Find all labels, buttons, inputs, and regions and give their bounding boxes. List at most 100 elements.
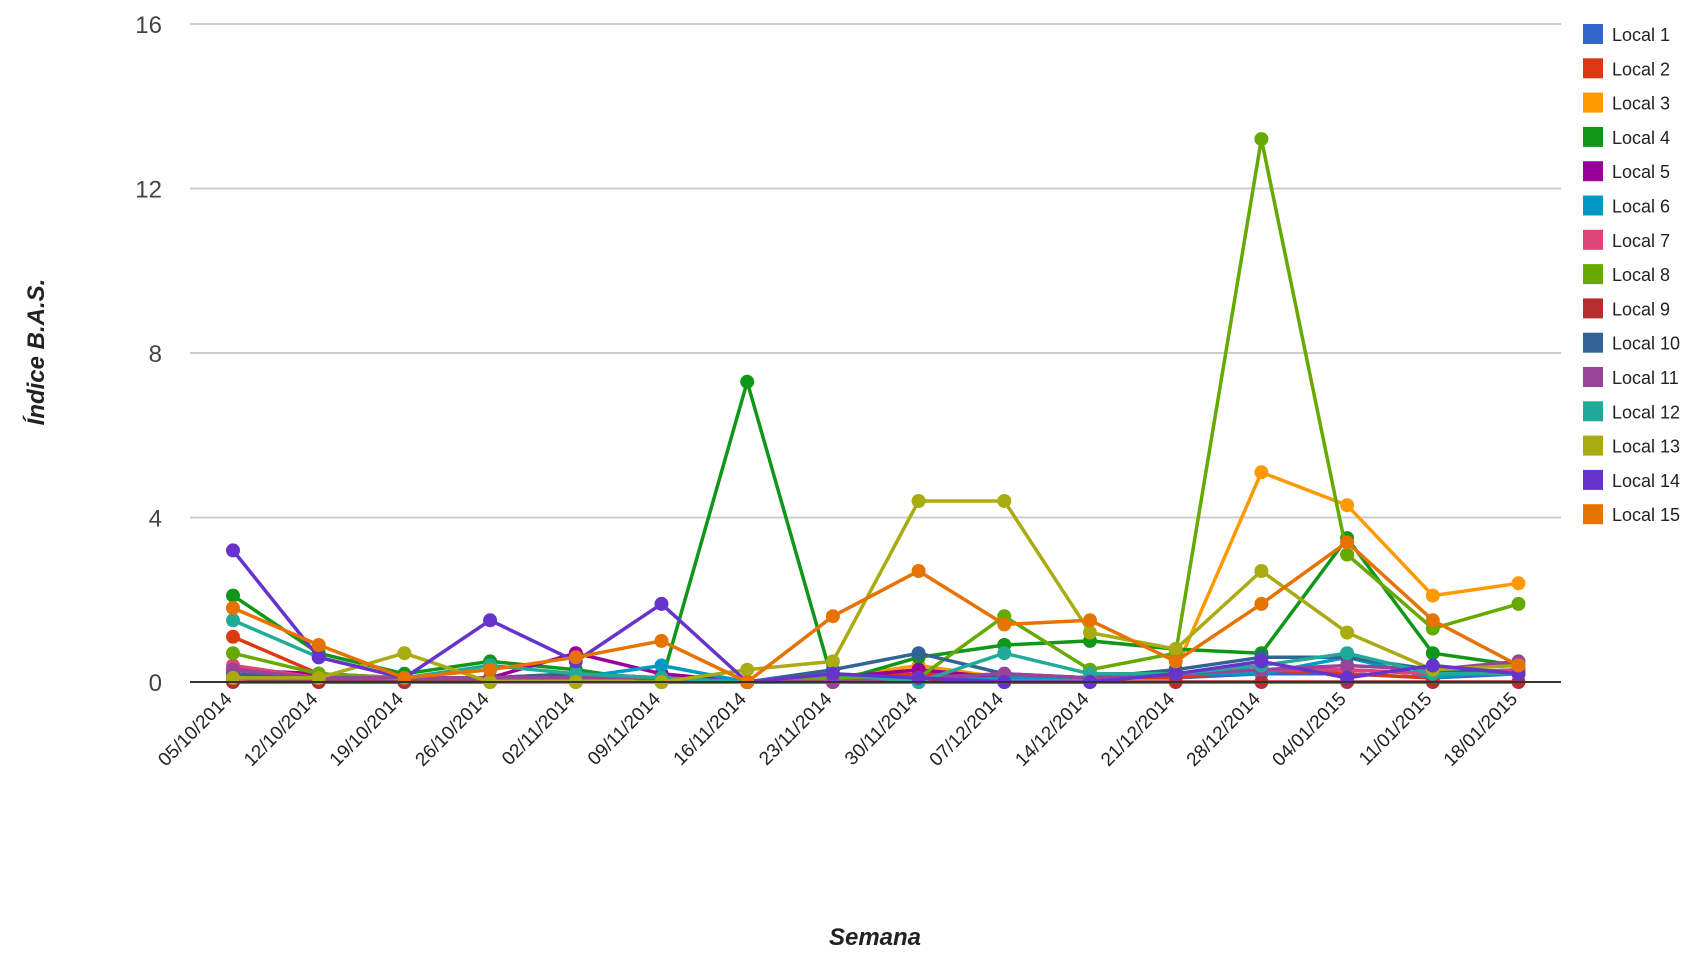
data-point[interactable]: [825, 654, 840, 669]
data-point[interactable]: [226, 601, 240, 615]
legend-item[interactable]: Local 12: [1583, 401, 1680, 422]
data-point[interactable]: [1168, 654, 1183, 669]
legend-item[interactable]: Local 5: [1583, 161, 1670, 182]
legend-label: Local 5: [1612, 162, 1670, 182]
data-point[interactable]: [997, 494, 1012, 508]
legend-swatch: [1583, 92, 1603, 113]
x-axis-title: Semana: [829, 924, 921, 951]
data-point[interactable]: [654, 658, 669, 673]
data-point[interactable]: [1340, 535, 1355, 550]
series-line: [232, 540, 1520, 684]
x-tick-label: 05/10/2014: [154, 688, 236, 770]
data-point[interactable]: [1340, 547, 1355, 562]
y-tick-label: 0: [149, 670, 162, 697]
series-8: [226, 132, 1526, 689]
data-point[interactable]: [1340, 658, 1355, 673]
data-point[interactable]: [1511, 658, 1526, 673]
legend-label: Local 2: [1612, 59, 1670, 79]
x-tick-label: 04/01/2015: [1269, 689, 1351, 771]
data-point[interactable]: [654, 633, 669, 648]
series-line: [233, 470, 1519, 684]
data-point[interactable]: [311, 650, 326, 665]
data-point[interactable]: [740, 374, 755, 389]
legend-item[interactable]: Local 2: [1583, 58, 1670, 79]
legend-swatch: [1583, 126, 1603, 147]
legend-label: Local 11: [1612, 368, 1679, 388]
data-point[interactable]: [1340, 646, 1355, 661]
data-point[interactable]: [1425, 658, 1440, 673]
data-point[interactable]: [226, 588, 240, 603]
legend-swatch: [1583, 469, 1603, 490]
data-point[interactable]: [1425, 588, 1440, 603]
data-point[interactable]: [1254, 132, 1269, 147]
legend-swatch: [1583, 367, 1603, 387]
data-point[interactable]: [911, 494, 926, 508]
data-point[interactable]: [654, 596, 669, 611]
x-tick-label: 11/01/2015: [1355, 689, 1436, 770]
data-point[interactable]: [825, 609, 840, 624]
series-13: [226, 494, 1526, 689]
x-tick-label: 02/11/2014: [498, 688, 579, 769]
y-axis-title: Índice B.A.S.: [22, 279, 50, 426]
legend-swatch: [1583, 264, 1603, 285]
data-point[interactable]: [397, 646, 412, 661]
data-point[interactable]: [1511, 576, 1526, 591]
data-point[interactable]: [483, 613, 498, 628]
legend-swatch: [1583, 195, 1603, 216]
data-point[interactable]: [226, 543, 240, 558]
legend-item[interactable]: Local 3: [1583, 92, 1670, 114]
data-point[interactable]: [226, 613, 240, 628]
data-point[interactable]: [1254, 564, 1269, 578]
x-tick-label: 28/12/2014: [1183, 688, 1265, 770]
data-point[interactable]: [226, 629, 240, 644]
legend-item[interactable]: Local 4: [1583, 126, 1670, 148]
legend-item[interactable]: Local 1: [1583, 24, 1670, 45]
legend-item[interactable]: Local 10: [1583, 332, 1680, 354]
data-point[interactable]: [311, 638, 326, 652]
data-point[interactable]: [1083, 625, 1097, 640]
data-point[interactable]: [483, 662, 498, 677]
legend-item[interactable]: Local 7: [1583, 229, 1670, 251]
data-point[interactable]: [997, 646, 1012, 661]
data-point[interactable]: [911, 564, 926, 578]
data-point[interactable]: [1425, 613, 1440, 628]
data-point[interactable]: [1168, 642, 1183, 657]
legend-swatch: [1583, 298, 1603, 319]
data-point[interactable]: [825, 666, 840, 681]
y-tick-label: 4: [149, 506, 162, 533]
data-point[interactable]: [1340, 498, 1355, 513]
legend-label: Local 1: [1612, 25, 1670, 45]
legend-swatch: [1583, 332, 1603, 353]
data-point[interactable]: [997, 617, 1012, 632]
x-tick-label: 09/11/2014: [584, 688, 665, 769]
data-point[interactable]: [226, 646, 240, 661]
series-line: [233, 499, 1519, 684]
x-tick-label: 12/10/2014: [240, 688, 322, 770]
data-point[interactable]: [1511, 596, 1526, 611]
gridlines: [190, 23, 1561, 519]
data-point[interactable]: [1254, 465, 1269, 480]
legend-swatch: [1583, 229, 1603, 250]
data-point[interactable]: [1254, 654, 1269, 669]
legend-item[interactable]: Local 9: [1583, 298, 1670, 319]
data-point[interactable]: [1425, 646, 1440, 661]
legend-item[interactable]: Local 14: [1583, 469, 1680, 491]
legend-item[interactable]: Local 8: [1583, 264, 1670, 285]
legend-label: Local 4: [1612, 128, 1670, 148]
data-point[interactable]: [1254, 596, 1269, 611]
data-point[interactable]: [740, 662, 755, 677]
legend-item[interactable]: Local 13: [1583, 435, 1680, 457]
data-point[interactable]: [1168, 666, 1183, 681]
x-tick-label: 23/11/2014: [755, 688, 836, 769]
legend-item[interactable]: Local 15: [1583, 504, 1680, 525]
legend-label: Local 13: [1612, 437, 1680, 457]
data-point[interactable]: [1340, 625, 1355, 640]
legend-item[interactable]: Local 6: [1583, 195, 1670, 217]
data-point[interactable]: [911, 646, 926, 661]
series-line: [231, 549, 1519, 684]
data-point[interactable]: [568, 650, 583, 665]
x-axis-ticks: 05/10/2014 12/10/2014 19/10/2014 26/10/2014…: [154, 688, 1522, 770]
legend-item[interactable]: Local 11: [1583, 367, 1679, 388]
data-point[interactable]: [1083, 613, 1097, 628]
